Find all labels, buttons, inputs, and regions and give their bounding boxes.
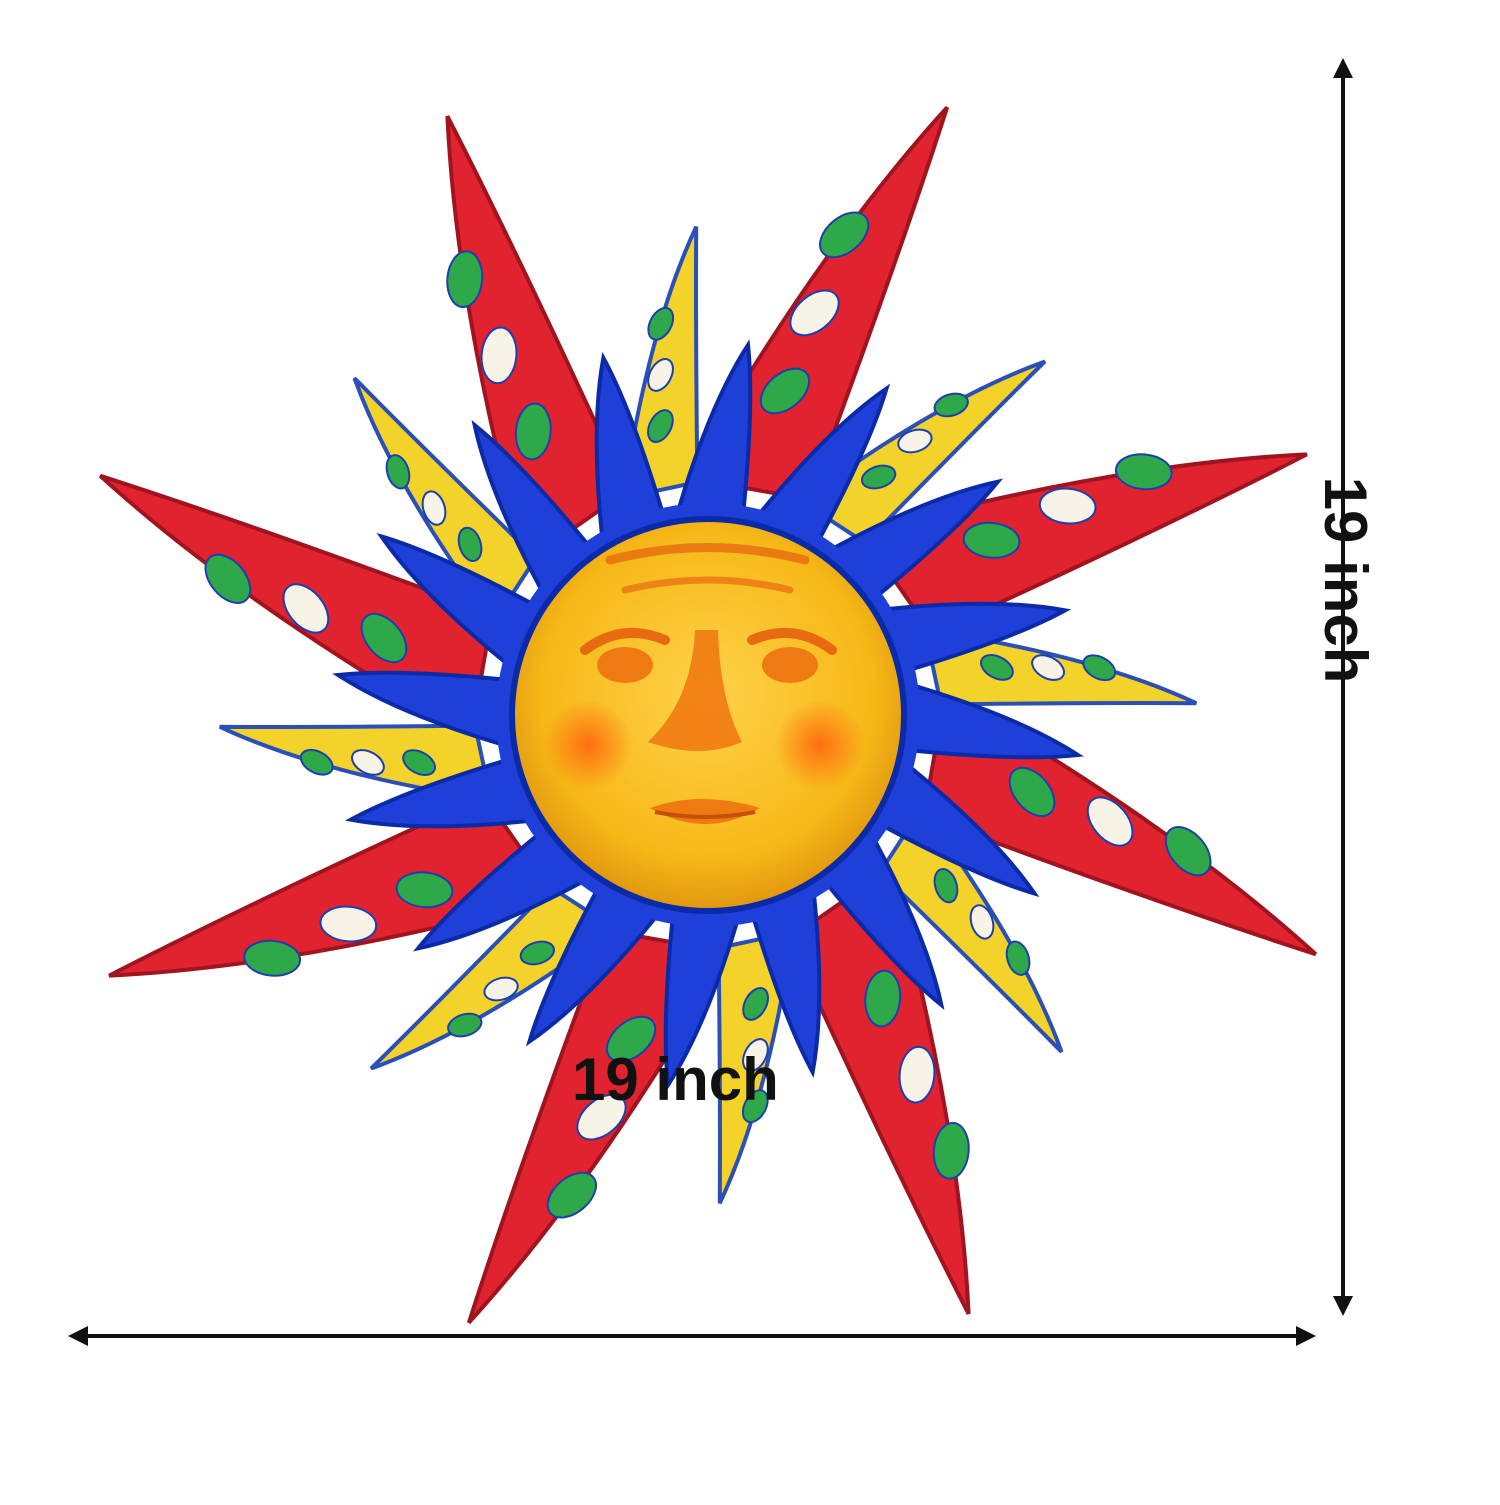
long-ray	[786, 864, 971, 1315]
ray-pattern	[864, 969, 902, 1028]
ray-pattern	[789, 289, 840, 337]
ray-pattern	[1038, 487, 1097, 525]
ray-pattern	[421, 490, 447, 526]
inner-ray	[663, 903, 745, 1091]
ray-pattern	[759, 367, 811, 415]
short-ray	[797, 359, 1047, 546]
ray-pattern	[576, 1093, 627, 1141]
height-label: 19 inch	[1312, 476, 1379, 684]
ray-pattern	[969, 904, 995, 940]
ray-pattern	[742, 1038, 769, 1072]
ray-pattern	[204, 553, 252, 604]
ray-pattern	[319, 905, 378, 943]
ray-pattern	[385, 454, 411, 490]
long-ray	[857, 452, 1308, 637]
long-ray	[108, 793, 559, 978]
ray-pattern	[351, 749, 385, 776]
short-ray	[352, 376, 539, 626]
ray-pattern	[742, 987, 769, 1021]
ray-pattern	[1114, 453, 1173, 491]
ray-pattern	[819, 211, 870, 259]
ray-pattern	[243, 939, 302, 977]
ray-pattern	[1086, 796, 1134, 847]
inner-ray	[746, 874, 822, 1079]
ray-pattern	[457, 526, 483, 563]
ray-pattern	[1164, 826, 1212, 877]
ray-pattern	[1031, 654, 1065, 681]
ray-pattern	[447, 1012, 483, 1038]
ray-pattern	[962, 521, 1021, 559]
ray-pattern	[360, 612, 408, 664]
ray-pattern	[446, 250, 484, 309]
ray-pattern	[647, 358, 674, 392]
ray-pattern	[546, 1171, 597, 1219]
short-ray	[369, 884, 619, 1071]
ray-pattern	[299, 748, 334, 776]
ray-pattern	[933, 392, 969, 418]
inner-ray	[896, 678, 1084, 760]
ray-pattern	[514, 402, 552, 461]
ray-pattern	[1005, 940, 1031, 976]
ray-pattern	[860, 464, 897, 490]
ray-pattern	[1082, 654, 1117, 682]
ray-pattern	[282, 583, 330, 634]
ray-pattern	[932, 1121, 970, 1180]
ray-pattern	[897, 428, 933, 454]
face-features	[543, 543, 865, 824]
ray-pattern	[741, 1089, 769, 1124]
long-ray	[445, 115, 630, 566]
ray-pattern	[395, 871, 454, 909]
inner-ray	[525, 874, 670, 1047]
inner-ray	[332, 670, 520, 752]
ray-pattern	[647, 306, 675, 341]
ray-pattern	[519, 940, 556, 966]
inner-ray	[867, 753, 1040, 898]
inner-ray	[746, 383, 891, 556]
short-ray	[877, 804, 1064, 1054]
width-label: 19 inch	[572, 1046, 779, 1113]
inner-ray	[344, 753, 549, 829]
inner-ray	[867, 601, 1072, 677]
inner-ray	[671, 339, 753, 527]
inner-ray	[594, 351, 670, 556]
ray-pattern	[1008, 766, 1056, 818]
ray-pattern	[933, 867, 959, 904]
ray-pattern	[483, 976, 519, 1002]
ray-pattern	[647, 409, 674, 443]
ray-pattern	[480, 326, 518, 385]
ray-pattern	[402, 749, 436, 776]
ray-pattern	[605, 1015, 657, 1063]
inner-ray	[376, 532, 549, 677]
ray-pattern	[898, 1045, 936, 1104]
short-yellow-rays	[218, 225, 1198, 1205]
ray-pattern	[980, 654, 1014, 681]
